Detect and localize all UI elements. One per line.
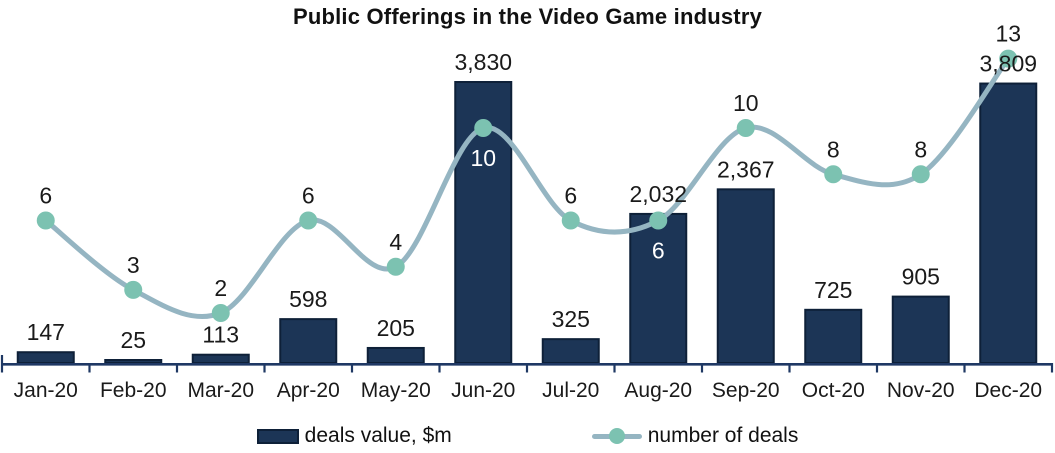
bar-value-label-jun-20: 3,830 xyxy=(454,49,512,75)
x-label-dec-20: Dec-20 xyxy=(974,379,1042,402)
bar-value-label-may-20: 205 xyxy=(377,315,415,341)
bar-value-label-aug-20: 2,032 xyxy=(629,181,687,207)
bar-value-label-feb-20: 25 xyxy=(120,327,146,353)
marker-nov-20 xyxy=(911,165,930,184)
bar-value-label-sep-20: 2,367 xyxy=(717,156,775,182)
bar-sep-20 xyxy=(716,188,775,364)
marker-apr-20 xyxy=(299,211,318,230)
bar-dec-20 xyxy=(979,82,1038,364)
deal-count-label-jul-20: 6 xyxy=(564,183,577,209)
x-label-jul-20: Jul-20 xyxy=(542,379,599,402)
marker-jun-20 xyxy=(474,119,493,137)
marker-dec-20 xyxy=(999,49,1018,68)
bar-series-swatch xyxy=(256,428,299,444)
bar-oct-20 xyxy=(804,308,863,365)
x-label-may-20: May-20 xyxy=(361,379,431,402)
bar-mar-20 xyxy=(191,353,250,365)
bar-value-label-apr-20: 598 xyxy=(289,286,327,312)
legend-item-number-of-deals: number of deals xyxy=(591,424,799,448)
marker-jan-20 xyxy=(36,211,55,230)
line-series-swatch xyxy=(591,427,642,445)
bar-value-label-jan-20: 147 xyxy=(27,319,65,345)
deals-line xyxy=(43,56,1011,320)
bar-jan-20 xyxy=(16,351,75,364)
x-label-nov-20: Nov-20 xyxy=(887,379,955,402)
x-label-mar-20: Mar-20 xyxy=(187,379,254,402)
x-label-sep-20: Sep-20 xyxy=(712,379,780,402)
legend: deals value, $m number of deals xyxy=(0,424,1055,448)
legend-label-deals-value: deals value, $m xyxy=(304,424,452,447)
bar-value-label-oct-20: 725 xyxy=(814,277,852,303)
line-swatch-marker-icon xyxy=(608,428,625,444)
legend-item-deals-value: deals value, $m xyxy=(256,424,452,448)
bar-value-label-nov-20: 905 xyxy=(902,264,940,290)
deal-count-label-mar-20: 2 xyxy=(214,275,227,301)
bar-value-label-mar-20: 113 xyxy=(202,322,239,348)
bar-aug-20 xyxy=(629,212,688,364)
deal-count-label-aug-20: 6 xyxy=(652,238,665,264)
deal-count-label-sep-20: 10 xyxy=(733,90,759,116)
deal-count-label-feb-20: 3 xyxy=(127,252,140,278)
bar-value-label-jul-20: 325 xyxy=(552,306,590,332)
bar-apr-20 xyxy=(279,318,338,365)
deal-count-label-oct-20: 8 xyxy=(827,136,840,162)
marker-feb-20 xyxy=(124,280,143,299)
bar-jul-20 xyxy=(541,338,600,365)
x-label-apr-20: Apr-20 xyxy=(277,379,340,402)
bar-nov-20 xyxy=(891,295,950,365)
marker-mar-20 xyxy=(211,304,230,322)
x-label-jan-20: Jan-20 xyxy=(14,379,78,402)
marker-aug-20 xyxy=(649,211,668,230)
x-label-oct-20: Oct-20 xyxy=(802,379,865,402)
marker-may-20 xyxy=(386,257,405,276)
deal-count-label-may-20: 4 xyxy=(389,229,402,255)
marker-oct-20 xyxy=(824,165,843,184)
x-label-feb-20: Feb-20 xyxy=(100,379,167,402)
chart-title: Public Offerings in the Video Game indus… xyxy=(292,4,763,29)
x-label-jun-20: Jun-20 xyxy=(451,379,515,402)
bar-value-label-dec-20: 3,809 xyxy=(979,51,1037,77)
bar-feb-20 xyxy=(104,359,163,364)
deal-count-label-dec-20: 13 xyxy=(995,21,1021,47)
deal-count-label-jun-20: 10 xyxy=(470,145,496,171)
deal-count-label-apr-20: 6 xyxy=(302,183,315,209)
bar-may-20 xyxy=(366,346,425,365)
marker-sep-20 xyxy=(736,119,755,137)
legend-label-number-of-deals: number of deals xyxy=(647,424,799,447)
deal-count-label-nov-20: 8 xyxy=(914,136,927,162)
x-label-aug-20: Aug-20 xyxy=(624,379,692,402)
deal-count-label-jan-20: 6 xyxy=(39,183,52,209)
marker-jul-20 xyxy=(561,211,580,230)
